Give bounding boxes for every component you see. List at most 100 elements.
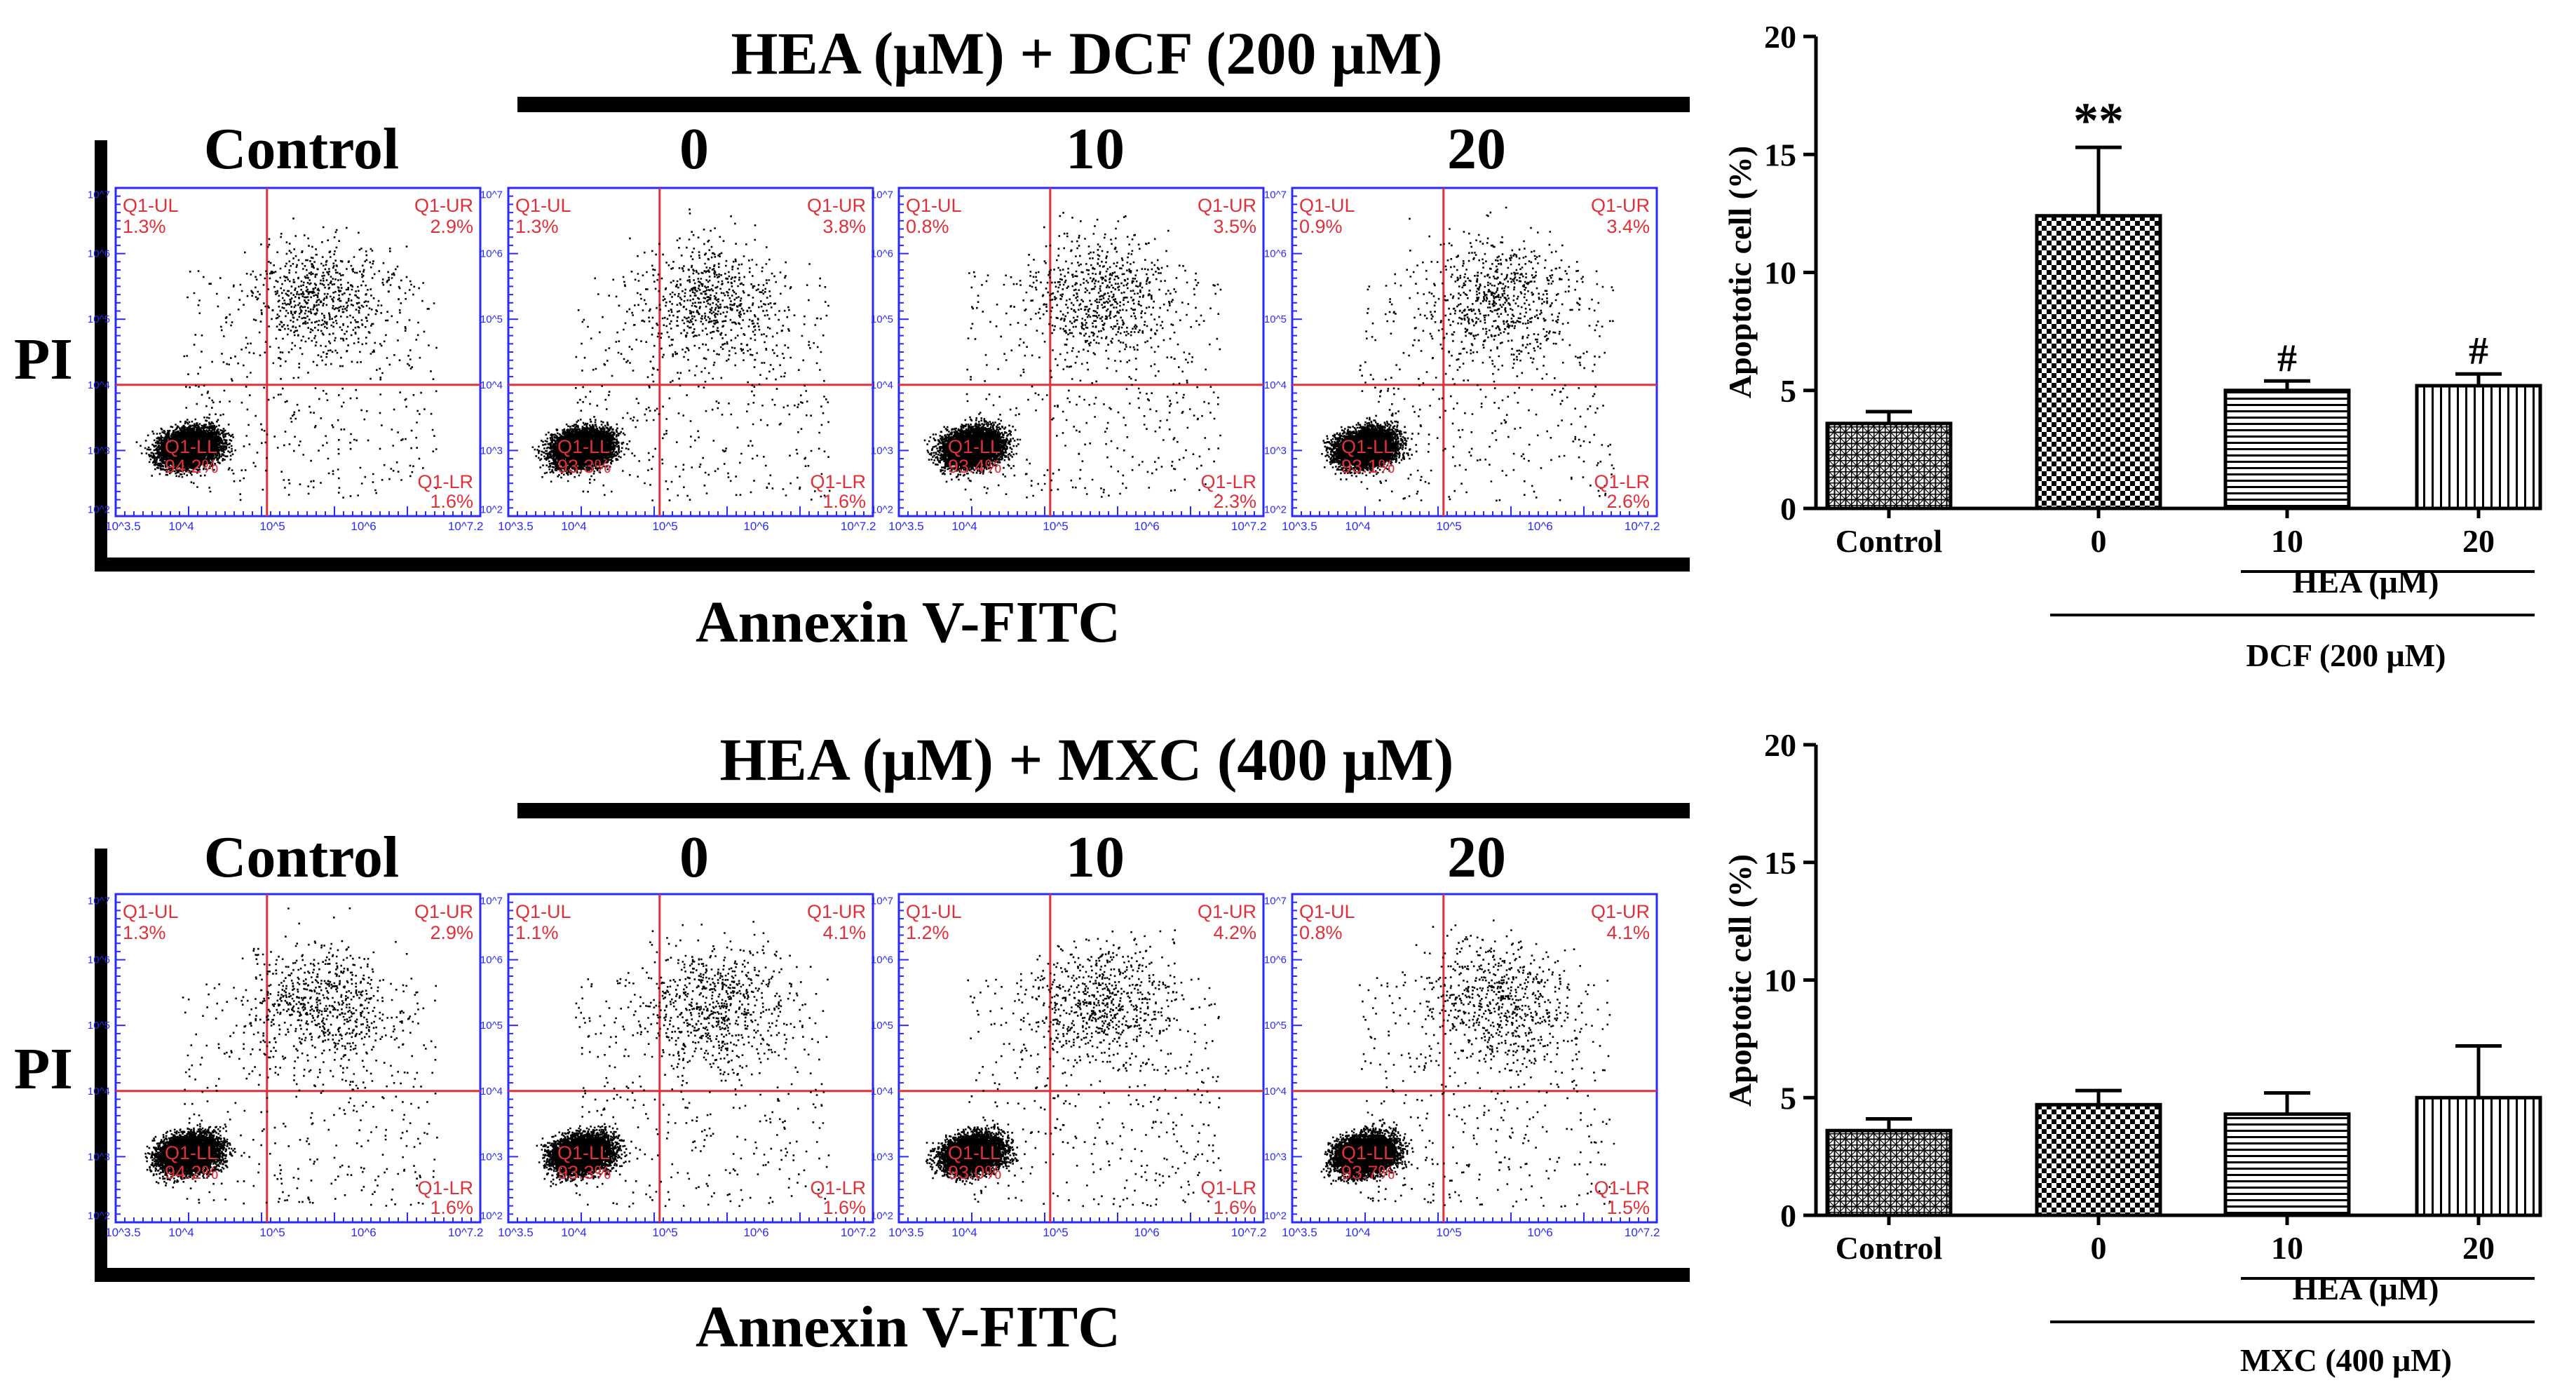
x-tick-label: 10^3.5 bbox=[888, 520, 924, 533]
quadrant-name-ur: Q1-UR bbox=[414, 195, 473, 216]
column-label-20: 20 bbox=[1447, 116, 1506, 182]
event-dots bbox=[531, 208, 831, 501]
y-tick-label: 10^3 bbox=[480, 445, 503, 457]
y-tick-label: 10^3 bbox=[88, 1151, 110, 1163]
x-tick-label: 10^7.2 bbox=[841, 520, 876, 533]
flow-plot: 10^3.5 10^4 10^5 10^6 10^7.2 10^2 10^3 10^4 10^5… bbox=[88, 893, 483, 1239]
column-label-control: Control bbox=[204, 116, 399, 182]
quadrant-value-ll: 93.3% bbox=[557, 1162, 611, 1183]
y-tick-label: 10^4 bbox=[480, 379, 503, 391]
y-tick-label: 10^5 bbox=[88, 313, 110, 325]
x-tick-label: 20 bbox=[2462, 1230, 2495, 1266]
x-tick-label: 10^3.5 bbox=[888, 1226, 924, 1239]
quadrant-value-ll: 93.0% bbox=[948, 1162, 1002, 1183]
y-tick-label: 10 bbox=[1764, 963, 1796, 999]
flow-panel-dcf: HEA (μM) + DCF (200 μM) Control 0 10 20 … bbox=[14, 20, 1690, 655]
x-tick-label: 10^3.5 bbox=[105, 1226, 141, 1239]
x-tick-label: 10^6 bbox=[1527, 1226, 1552, 1239]
y-tick-label: 10^2 bbox=[1264, 1210, 1287, 1222]
y-tick-label: 10 bbox=[1764, 255, 1796, 291]
quadrant-name-ur: Q1-UR bbox=[807, 901, 866, 922]
x-tick-label: 10^3.5 bbox=[498, 520, 534, 533]
y-tick-label: 10^4 bbox=[88, 1086, 110, 1097]
y-tick-label: 10^7 bbox=[1264, 895, 1287, 907]
column-label-20: 20 bbox=[1447, 825, 1506, 890]
flow-plot: 10^3.5 10^4 10^5 10^6 10^7.2 10^2 10^3 10^4 10^5… bbox=[871, 187, 1266, 533]
y-tick-label: 10^3 bbox=[1264, 1151, 1287, 1163]
y-tick-label: 5 bbox=[1780, 1080, 1796, 1116]
quadrant-name-ul: Q1-UL bbox=[123, 901, 179, 922]
event-dots bbox=[1321, 206, 1615, 502]
x-tick-label: 10^3.5 bbox=[1282, 1226, 1317, 1239]
x-tick-label: 10^7.2 bbox=[1231, 1226, 1267, 1239]
y-tick-label: 10^6 bbox=[88, 954, 110, 966]
frame-horizontal-bar bbox=[95, 1268, 1690, 1282]
header-bar bbox=[517, 803, 1690, 818]
plot-ticks bbox=[115, 893, 481, 1223]
quadrant-value-ul: 1.3% bbox=[515, 216, 559, 237]
y-tick-label: 10^7 bbox=[480, 189, 503, 201]
quadrant-name-ul: Q1-UL bbox=[515, 195, 571, 216]
x-tick-label: 10^6 bbox=[743, 520, 768, 533]
quadrant-name-ll: Q1-LL bbox=[557, 1142, 610, 1163]
y-tick-label: 10^7 bbox=[88, 189, 110, 201]
x-tick-label: 10^4 bbox=[951, 1226, 977, 1239]
event-dots bbox=[135, 217, 438, 501]
x-tick-label: 10^5 bbox=[259, 1226, 285, 1239]
y-tick-label: 10^3 bbox=[871, 445, 893, 457]
group-label-outer: DCF (200 μM) bbox=[2246, 637, 2446, 673]
quadrant-name-ur: Q1-UR bbox=[414, 901, 473, 922]
x-tick-label: 10^4 bbox=[561, 520, 586, 533]
bar-20 bbox=[2415, 1095, 2542, 1217]
flow-plot: 10^3.5 10^4 10^5 10^6 10^7.2 10^2 10^3 10^4 10^5… bbox=[480, 893, 876, 1239]
y-tick-label: 10^6 bbox=[871, 954, 893, 966]
quadrant-value-lr: 1.5% bbox=[1606, 1197, 1650, 1218]
x-tick-label: 10^5 bbox=[1043, 1226, 1068, 1239]
y-tick-label: 10^7 bbox=[88, 895, 110, 907]
x-tick-label: 10^6 bbox=[1134, 520, 1159, 533]
flow-plot: 10^3.5 10^4 10^5 10^6 10^7.2 10^2 10^3 10^4 10^5… bbox=[871, 893, 1267, 1239]
y-tick-label: 10^3 bbox=[480, 1151, 503, 1163]
quadrant-value-ul: 0.8% bbox=[906, 216, 949, 237]
y-tick-label: 10^4 bbox=[480, 1086, 503, 1097]
x-tick-label: 10^4 bbox=[168, 520, 194, 533]
group-label-inner: HEA (μM) bbox=[2293, 1271, 2439, 1306]
plot-ticks bbox=[508, 187, 874, 517]
flow-plot: 10^3.5 10^4 10^5 10^6 10^7.2 10^2 10^3 10^4 10^5… bbox=[480, 187, 876, 533]
quadrant-value-ur: 2.9% bbox=[430, 216, 473, 237]
x-tick-label: 10^5 bbox=[259, 520, 285, 533]
quadrant-value-ur: 4.1% bbox=[822, 922, 866, 943]
flow-plot: 10^3.5 10^4 10^5 10^6 10^7.2 10^2 10^3 10^4 10^5… bbox=[1264, 187, 1660, 533]
y-tick-label: 10^2 bbox=[480, 1210, 503, 1222]
y-tick-label: 10^3 bbox=[88, 445, 110, 457]
x-tick-label: 10^3.5 bbox=[105, 520, 141, 533]
quadrant-value-ll: 93.4% bbox=[948, 456, 1002, 477]
y-tick-label: 20 bbox=[1764, 19, 1796, 55]
y-axis-label-pi: PI bbox=[14, 1036, 73, 1102]
panel-header: HEA (μM) + DCF (200 μM) bbox=[731, 20, 1442, 87]
quadrant-name-ll: Q1-LL bbox=[948, 436, 1001, 457]
group-label-outer: MXC (400 μM) bbox=[2240, 1342, 2452, 1378]
flow-plot: 10^3.5 10^4 10^5 10^6 10^7.2 10^2 10^3 10^4 10^5… bbox=[88, 187, 483, 533]
quadrant-name-ul: Q1-UL bbox=[515, 901, 571, 922]
quadrant-name-lr: Q1-LR bbox=[1594, 471, 1650, 492]
x-tick-label: 10^6 bbox=[351, 520, 376, 533]
x-tick-label: 10^5 bbox=[652, 1226, 677, 1239]
y-tick-label: 10^7 bbox=[871, 189, 893, 201]
x-tick-label: 10^5 bbox=[1043, 520, 1068, 533]
y-tick-label: 10^2 bbox=[871, 1210, 893, 1222]
event-dots bbox=[536, 921, 830, 1208]
y-tick-label: 10^6 bbox=[480, 954, 503, 966]
significance-mark: # bbox=[2277, 337, 2297, 380]
quadrant-name-ll: Q1-LL bbox=[165, 1142, 217, 1163]
x-tick-label: 10^5 bbox=[1436, 520, 1461, 533]
y-tick-label: 5 bbox=[1780, 373, 1796, 409]
x-tick-label: 10^4 bbox=[168, 1226, 194, 1239]
quadrant-value-ur: 3.8% bbox=[822, 216, 866, 237]
y-tick-label: 10^3 bbox=[1264, 445, 1287, 457]
x-tick-label: 10^6 bbox=[1527, 520, 1552, 533]
y-tick-label: 10^4 bbox=[1264, 379, 1287, 391]
y-tick-label: 20 bbox=[1764, 727, 1796, 763]
